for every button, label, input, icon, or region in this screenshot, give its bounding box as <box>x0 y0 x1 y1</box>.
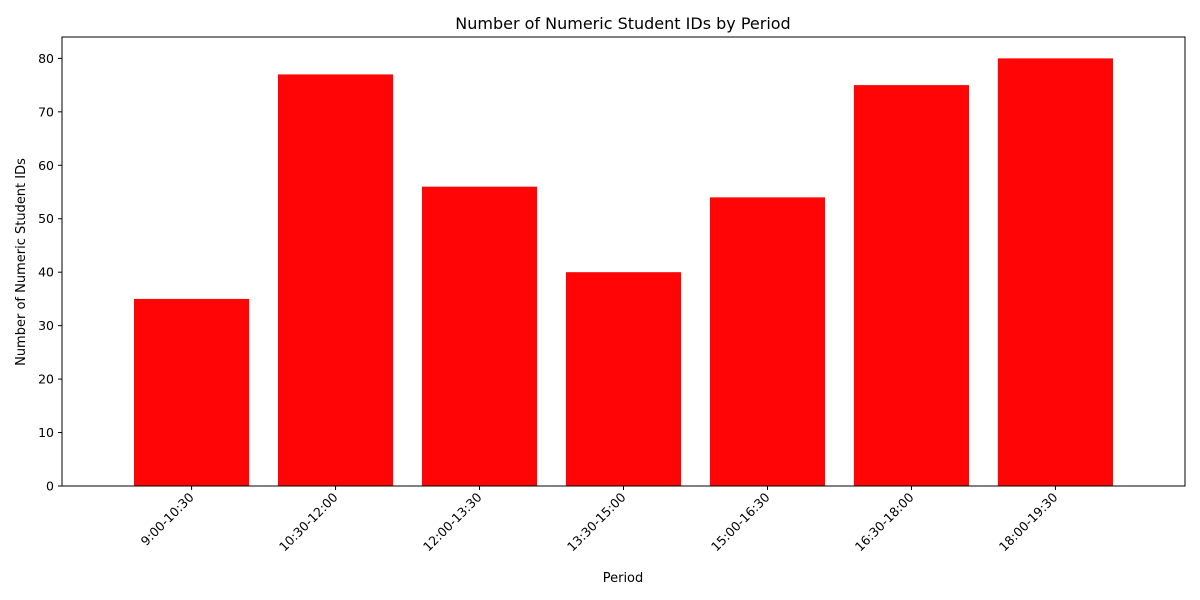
bar <box>709 197 826 486</box>
x-tick-label: 18:00-19:30 <box>996 489 1061 554</box>
bar <box>277 74 394 487</box>
y-tick-label: 40 <box>38 265 54 280</box>
bar <box>421 186 538 486</box>
x-tick-label: 9:00-10:30 <box>138 489 197 548</box>
bar <box>853 85 970 486</box>
x-tick-label: 13:30-15:00 <box>564 489 629 554</box>
y-tick-label: 60 <box>38 158 54 173</box>
bar <box>133 298 250 486</box>
y-tick-label: 80 <box>38 51 54 66</box>
y-tick-label: 50 <box>38 211 54 226</box>
x-tick-label: 12:00-13:30 <box>420 489 485 554</box>
y-tick-label: 0 <box>46 479 54 494</box>
chart-title: Number of Numeric Student IDs by Period <box>455 14 790 33</box>
y-tick-label: 70 <box>38 104 54 119</box>
x-tick-label: 16:30-18:00 <box>852 489 917 554</box>
y-axis-label: Number of Numeric Student IDs <box>14 158 29 366</box>
y-tick-label: 20 <box>38 372 54 387</box>
bar <box>565 272 682 486</box>
y-tick-label: 30 <box>38 318 54 333</box>
plot-frame <box>61 36 1186 487</box>
y-axis-ticks: 0 10 20 30 40 50 60 70 80 <box>38 51 62 494</box>
x-tick-label: 10:30-12:00 <box>276 489 341 554</box>
x-axis-ticks: 9:00-10:30 10:30-12:00 12:00-13:30 13:30-15… <box>138 486 1061 554</box>
x-tick-label: 15:00-16:30 <box>708 489 773 554</box>
x-axis-label: Period <box>603 571 644 586</box>
bars-layer <box>133 58 1114 487</box>
bar <box>997 58 1114 486</box>
y-tick-label: 10 <box>38 425 54 440</box>
